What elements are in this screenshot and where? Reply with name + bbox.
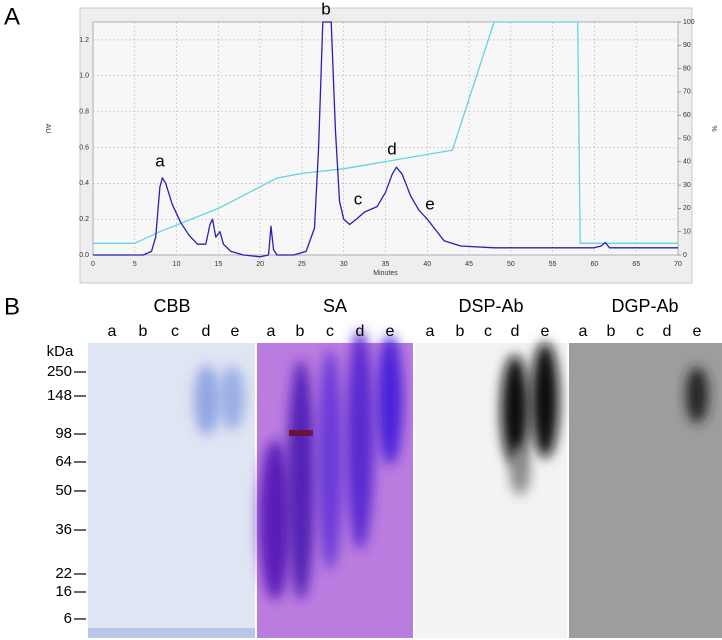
x-tick-label: 5 (133, 261, 137, 268)
gel-title: DGP-Ab (611, 296, 678, 316)
y-tick-label: 0.4 (79, 180, 89, 187)
y-tick-label: 0.2 (79, 216, 89, 223)
marker-label: 148 (47, 387, 72, 404)
y-tick-label: 1.2 (79, 37, 89, 44)
lane-label: d (202, 323, 211, 340)
x-tick-label: 55 (549, 261, 557, 268)
marker-label: 98 (55, 425, 72, 442)
peak-label: d (387, 139, 396, 158)
series-line (93, 21, 678, 258)
marker-label: 16 (55, 583, 72, 600)
x-axis-label: Minutes (373, 270, 398, 277)
y2-tick-label: 60 (683, 112, 691, 119)
lane-label: a (426, 323, 435, 340)
marker-label: 250 (47, 363, 72, 380)
lane-label: a (579, 323, 588, 340)
y-axis-label: AU (44, 124, 51, 134)
panel-label: A (4, 3, 20, 30)
peak-label: b (321, 0, 330, 18)
x-tick-label: 40 (423, 261, 431, 268)
x-tick-label: 45 (465, 261, 473, 268)
y2-tick-label: 30 (683, 182, 691, 189)
lane-label: b (607, 323, 616, 340)
lane-label: a (267, 323, 276, 340)
x-tick-label: 60 (591, 261, 599, 268)
gel-title: DSP-Ab (458, 296, 523, 316)
y2-tick-label: 10 (683, 229, 691, 236)
y2-tick-label: 100 (683, 19, 695, 26)
gel-dgp (569, 343, 722, 638)
x-tick-label: 25 (298, 261, 306, 268)
lane-label: c (636, 323, 644, 340)
y2-tick-label: 90 (683, 42, 691, 49)
y-tick-label: 0.8 (79, 108, 89, 115)
marker-label: 50 (55, 482, 72, 499)
y2-tick-label: 40 (683, 159, 691, 166)
marker-label: 22 (55, 565, 72, 582)
lane-label: e (541, 323, 550, 340)
peak-label: c (354, 189, 363, 208)
y2-tick-label: 20 (683, 205, 691, 212)
x-tick-label: 70 (674, 261, 682, 268)
x-tick-label: 35 (382, 261, 390, 268)
lane-label: c (326, 323, 334, 340)
gel-dsp (415, 342, 567, 638)
lane-label: b (139, 323, 148, 340)
x-tick-label: 30 (340, 261, 348, 268)
y2-tick-label: 0 (683, 252, 687, 259)
peak-label: a (155, 151, 165, 170)
x-tick-label: 50 (507, 261, 515, 268)
x-tick-label: 0 (91, 261, 95, 268)
lane-label: e (231, 323, 240, 340)
lane-label: d (356, 323, 365, 340)
marker-label: 36 (55, 521, 72, 538)
gel-title: SA (323, 296, 347, 316)
lane-label: b (456, 323, 465, 340)
lane-label: c (171, 323, 179, 340)
y2-tick-label: 80 (683, 65, 691, 72)
y2-axis-label: % (710, 125, 717, 131)
y-tick-label: 0.6 (79, 144, 89, 151)
y-tick-label: 0.0 (79, 252, 89, 259)
y2-tick-label: 70 (683, 89, 691, 96)
marker-label: 6 (64, 610, 72, 627)
gel-title: CBB (153, 296, 190, 316)
y-tick-label: 1.0 (79, 73, 89, 80)
x-tick-label: 10 (173, 261, 181, 268)
kda-label: kDa (47, 343, 74, 360)
panel-label: B (4, 293, 20, 320)
x-tick-label: 20 (256, 261, 264, 268)
x-tick-label: 65 (632, 261, 640, 268)
lane-label: d (663, 323, 672, 340)
lane-label: a (108, 323, 117, 340)
lane-label: e (693, 323, 702, 340)
y2-tick-label: 50 (683, 135, 691, 142)
chromatogram: 0 5 10 15 20 25 30 35 40 45 50 55 60 65 70 0.0 0.2 0.4 0.6… (44, 0, 717, 277)
gel-cbb (88, 343, 255, 638)
lane-label: d (511, 323, 520, 340)
marker-label: 64 (55, 453, 72, 470)
lane-label: e (386, 323, 395, 340)
lane-label: b (296, 323, 305, 340)
gel-sa (257, 330, 413, 638)
peak-label: e (425, 194, 434, 213)
lane-label: c (484, 323, 492, 340)
x-tick-label: 15 (214, 261, 222, 268)
